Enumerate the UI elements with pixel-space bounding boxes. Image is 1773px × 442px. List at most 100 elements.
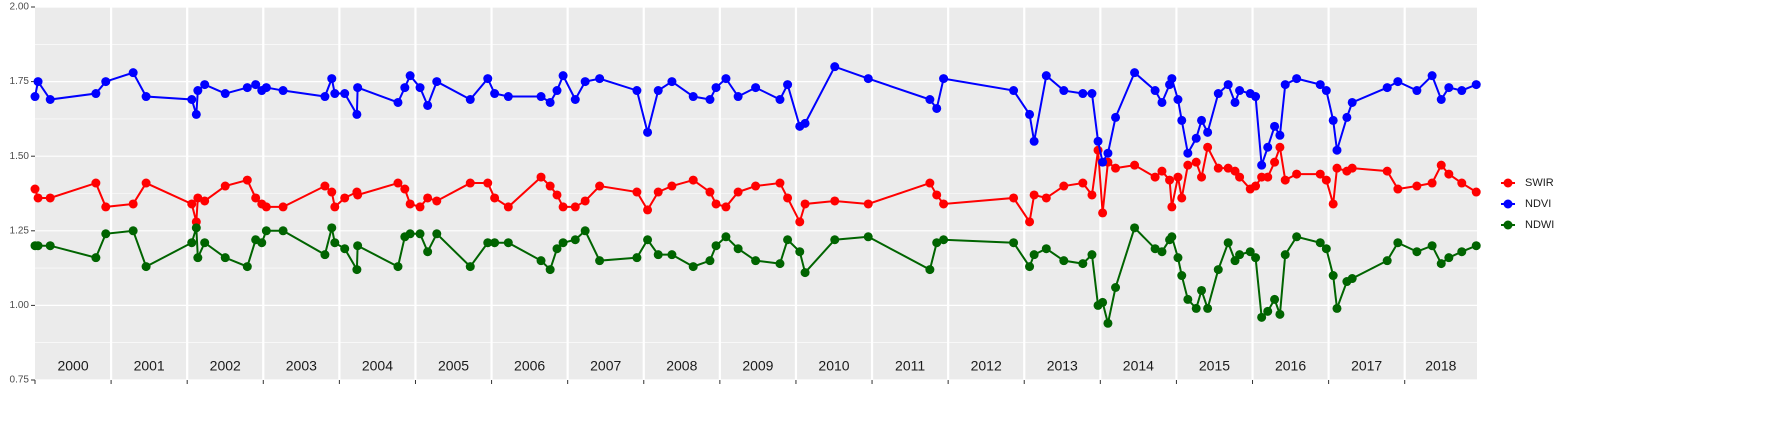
point bbox=[1292, 169, 1302, 179]
point bbox=[220, 253, 230, 263]
legend-label: NDVI bbox=[1525, 198, 1551, 210]
point bbox=[932, 103, 942, 113]
y-tick-label: 1.00 bbox=[10, 300, 30, 311]
point bbox=[1471, 187, 1481, 197]
point bbox=[330, 89, 340, 99]
point bbox=[128, 68, 138, 78]
point bbox=[939, 199, 949, 209]
point bbox=[1270, 294, 1280, 304]
point bbox=[1078, 178, 1088, 188]
point bbox=[667, 77, 677, 87]
point bbox=[558, 238, 568, 248]
point bbox=[1029, 136, 1039, 146]
point bbox=[1223, 163, 1233, 173]
point bbox=[1197, 172, 1207, 182]
point bbox=[45, 193, 55, 203]
point bbox=[1315, 169, 1325, 179]
point bbox=[595, 256, 605, 266]
point bbox=[1332, 145, 1342, 155]
point bbox=[775, 178, 785, 188]
point bbox=[503, 92, 513, 102]
point bbox=[352, 265, 362, 275]
point bbox=[536, 172, 546, 182]
point bbox=[830, 62, 840, 72]
point bbox=[200, 238, 210, 248]
panel-label: 2012 bbox=[971, 358, 1002, 374]
point bbox=[570, 235, 580, 245]
point bbox=[721, 202, 731, 212]
point bbox=[1347, 274, 1357, 284]
point bbox=[1130, 68, 1140, 78]
point bbox=[141, 262, 151, 272]
point bbox=[1029, 190, 1039, 200]
point bbox=[220, 181, 230, 191]
point bbox=[1130, 160, 1140, 170]
point bbox=[45, 241, 55, 251]
point bbox=[1275, 142, 1285, 152]
point bbox=[353, 241, 363, 251]
point bbox=[688, 175, 698, 185]
point bbox=[1009, 238, 1019, 248]
point bbox=[552, 244, 562, 254]
point bbox=[1197, 285, 1207, 295]
point bbox=[1183, 160, 1193, 170]
point bbox=[570, 202, 580, 212]
point bbox=[33, 77, 43, 87]
point bbox=[1436, 259, 1446, 269]
point bbox=[490, 193, 500, 203]
point bbox=[751, 181, 761, 191]
point bbox=[1203, 127, 1213, 137]
point bbox=[1029, 250, 1039, 260]
point bbox=[1321, 86, 1331, 96]
point bbox=[925, 178, 935, 188]
panel-label: 2011 bbox=[895, 358, 925, 374]
point bbox=[1235, 172, 1245, 182]
point bbox=[1292, 232, 1302, 242]
point bbox=[1059, 86, 1069, 96]
point bbox=[423, 193, 433, 203]
point bbox=[278, 202, 288, 212]
point bbox=[1444, 253, 1454, 263]
point bbox=[400, 184, 410, 194]
point bbox=[1292, 74, 1302, 84]
point bbox=[1457, 86, 1467, 96]
point bbox=[800, 118, 810, 128]
point bbox=[1177, 193, 1187, 203]
point bbox=[1382, 166, 1392, 176]
panel-label: 2003 bbox=[286, 358, 317, 374]
point bbox=[1167, 202, 1177, 212]
point bbox=[242, 262, 252, 272]
point bbox=[1471, 80, 1481, 90]
point bbox=[795, 217, 805, 227]
panel-label: 2006 bbox=[514, 358, 545, 374]
point bbox=[1427, 241, 1437, 251]
point bbox=[775, 95, 785, 105]
point bbox=[405, 71, 415, 81]
point bbox=[580, 77, 590, 87]
point bbox=[1321, 244, 1331, 254]
point bbox=[1078, 89, 1088, 99]
point bbox=[1315, 80, 1325, 90]
point bbox=[688, 92, 698, 102]
point bbox=[751, 256, 761, 266]
point bbox=[1183, 294, 1193, 304]
point bbox=[1098, 208, 1108, 218]
panel-label: 2009 bbox=[742, 358, 773, 374]
point bbox=[1347, 163, 1357, 173]
point bbox=[353, 190, 363, 200]
point bbox=[595, 181, 605, 191]
point bbox=[705, 95, 715, 105]
point bbox=[1213, 89, 1223, 99]
point bbox=[101, 229, 111, 239]
point bbox=[340, 193, 350, 203]
point bbox=[1203, 142, 1213, 152]
point bbox=[101, 202, 111, 212]
point bbox=[490, 89, 500, 99]
point bbox=[432, 196, 442, 206]
point bbox=[830, 196, 840, 206]
point bbox=[220, 89, 230, 99]
point bbox=[632, 86, 642, 96]
point bbox=[1087, 250, 1097, 260]
panel-label: 2002 bbox=[210, 358, 241, 374]
point bbox=[1393, 77, 1403, 87]
